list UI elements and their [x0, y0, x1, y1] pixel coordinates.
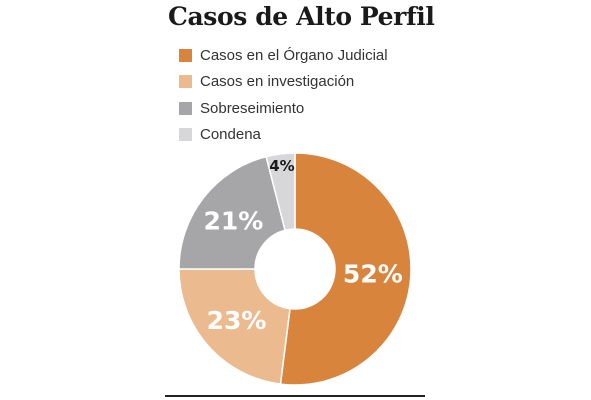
- legend-label: Casos en investigación: [200, 73, 355, 91]
- chart-legend: Casos en el Órgano Judicial Casos en inv…: [179, 42, 388, 148]
- slice-value-label: 52%: [343, 259, 403, 288]
- slice-investigacion: [178, 268, 291, 385]
- slice-value-label: 21%: [203, 207, 263, 236]
- legend-item: Casos en investigación: [179, 69, 388, 96]
- bottom-divider: [165, 395, 425, 397]
- legend-swatch: [179, 128, 192, 142]
- legend-item: Condena: [179, 122, 388, 149]
- slice-value-label: 23%: [207, 306, 267, 335]
- slice-sobreseimiento: [178, 155, 286, 270]
- legend-item: Sobreseimiento: [179, 95, 388, 122]
- slice-value-label: 4%: [269, 157, 294, 175]
- chart-title: Casos de Alto Perfil: [168, 2, 435, 31]
- legend-item: Casos en el Órgano Judicial: [179, 42, 388, 69]
- legend-label: Casos en el Órgano Judicial: [200, 46, 388, 64]
- legend-swatch: [179, 48, 192, 62]
- slice-condena: [265, 152, 296, 232]
- legend-label: Sobreseimiento: [200, 99, 305, 117]
- slice-organo-judicial: [279, 152, 412, 386]
- legend-swatch: [179, 75, 192, 89]
- legend-swatch: [179, 101, 192, 115]
- legend-label: Condena: [200, 126, 261, 144]
